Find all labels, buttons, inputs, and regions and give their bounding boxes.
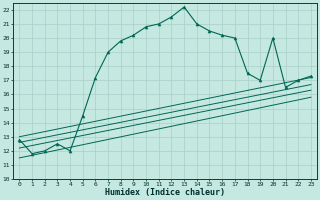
- X-axis label: Humidex (Indice chaleur): Humidex (Indice chaleur): [105, 188, 225, 197]
